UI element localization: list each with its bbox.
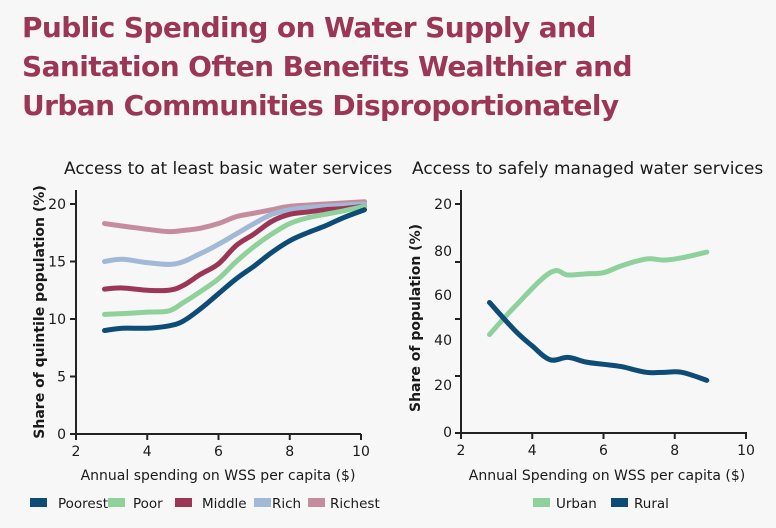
legend-swatch [30,498,47,507]
page-title: Public Spending on Water Supply and Sani… [22,8,762,125]
y-ticks: 0 5 10 15 20 [48,197,76,443]
chart-title: Access to safely managed water services [412,159,763,179]
y-tick-label: 60 [434,288,452,304]
x-tick-label: 4 [143,444,152,460]
chart-basic-water: Access to at least basic water services … [30,159,392,512]
y-tick-label: 10 [48,312,66,328]
x-tick-label: 4 [528,443,537,459]
x-ticks: 2 4 6 8 10 [72,434,370,460]
legend-label: Poor [133,496,163,512]
series-line-richest [102,199,368,235]
x-ticks: 2 4 6 8 10 [457,433,755,459]
plot-area [487,249,710,383]
y-tick-label: 0 [57,427,66,443]
legend: Urban Rural [533,496,669,512]
y-tick-label: 40 [434,333,452,349]
series-line-poorest [102,207,368,333]
legend-swatch [175,498,192,507]
y-tick-label: 20 [48,197,66,213]
series-line-middle [102,203,368,294]
title-line-3: Urban Communities Disproportionately [22,89,619,122]
x-tick-label: 8 [670,443,679,459]
legend-label: Middle [202,496,247,512]
legend-item-richest: Richest [308,496,380,512]
legend-label: Poorest [58,496,108,512]
y-tick-label: 80 [434,244,452,260]
legend-item-rich: Rich [254,496,301,512]
series-line-poor [102,203,368,317]
x-tick-label: 8 [285,444,294,460]
legend-item-poor: Poor [108,496,163,512]
y-axis-title: Share of quintile population (%) [32,185,48,438]
legend-label: Rural [634,496,669,512]
series-line-rural [487,299,710,383]
chart-safely-managed-water: Access to safely managed water services … [408,159,763,512]
y-axis-title: Share of population (%) [408,224,424,412]
legend-swatch [533,498,550,507]
x-tick-label: 10 [352,444,370,460]
x-tick-label: 2 [457,443,466,459]
legend-label: Rich [272,496,301,512]
y-tick-label: 15 [48,255,66,271]
legend-item-middle: Middle [175,496,247,512]
x-axis-title: Annual spending on WSS per capita ($) [81,468,356,484]
legend-label: Urban [556,496,597,512]
x-tick-label: 10 [737,443,755,459]
title-line-1: Public Spending on Water Supply and [22,11,596,44]
chart-title: Access to at least basic water services [64,159,392,179]
legend-item-rural: Rural [611,496,669,512]
legend-item-poorest: Poorest [30,496,108,512]
legend: Poorest Poor Middle Rich Richest [30,496,380,512]
legend-swatch [108,498,125,507]
plot-area [102,199,368,333]
y-tick-label: 20 [434,378,452,394]
series-line-rich [102,201,368,267]
y-tick-label: 5 [57,370,66,386]
y-tick-label: 0 [443,425,452,441]
legend-swatch [611,498,628,507]
x-tick-label: 6 [599,443,608,459]
y-tick-label: 20 [434,197,452,213]
legend-label: Richest [330,496,380,512]
legend-swatch [254,498,271,507]
x-tick-label: 6 [214,444,223,460]
x-axis-title: Annual Spending on WSS per capita ($) [469,468,745,484]
x-tick-label: 2 [72,444,81,460]
legend-item-urban: Urban [533,496,597,512]
legend-swatch [308,498,325,507]
y-ticks: 0 20 40 60 80 20 [434,197,461,441]
title-line-2: Sanitation Often Benefits Wealthier and [22,50,633,83]
series-line-urban [487,249,710,338]
